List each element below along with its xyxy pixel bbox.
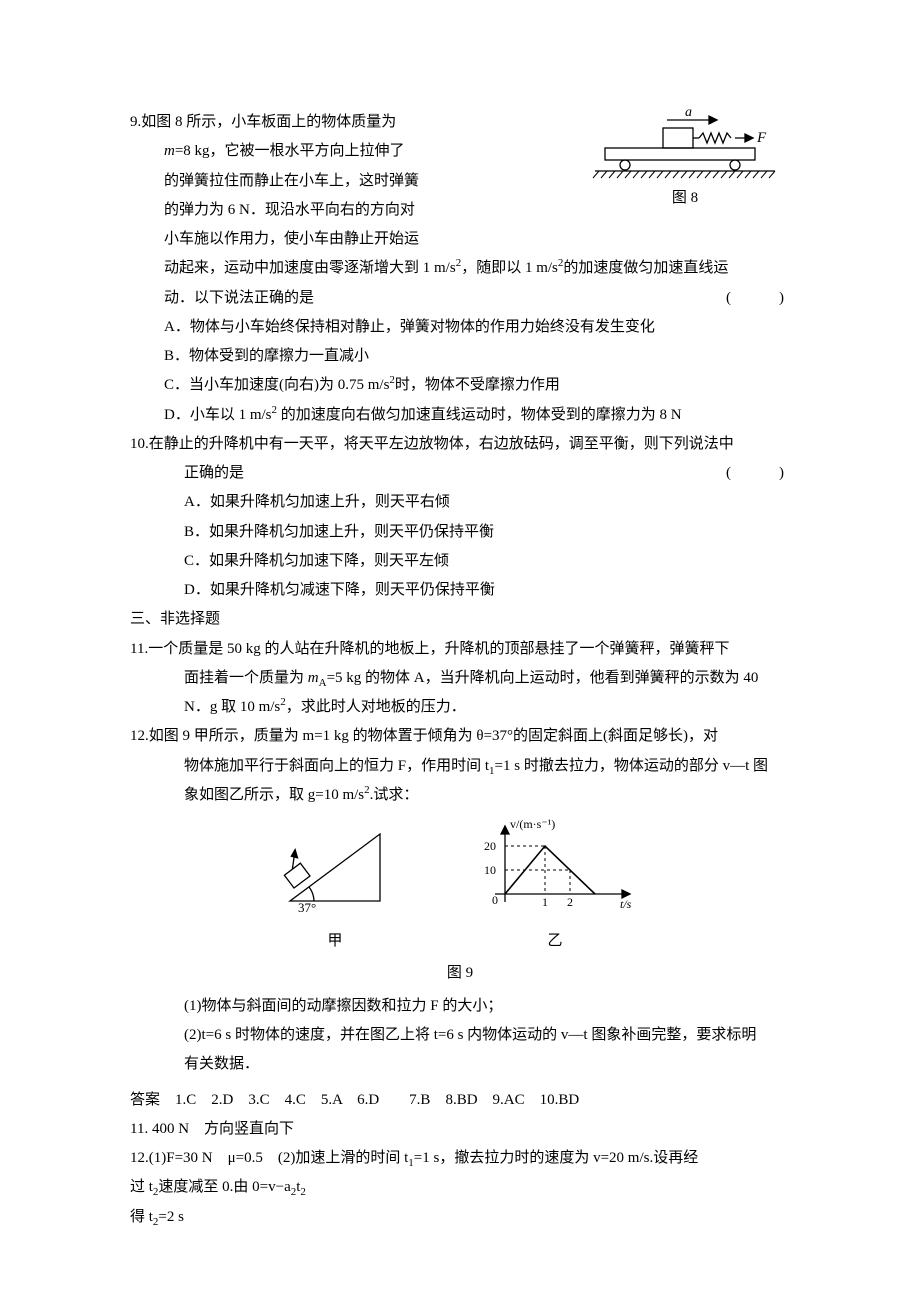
question-11: 11. 一个质量是 50 kg 的人站在升降机的地板上，升降机的顶部悬挂了一个弹… [130, 635, 790, 723]
q11-l2: 面挂着一个质量为 mA=5 kg 的物体 A，当升降机向上运动时，他看到弹簧秤的… [130, 664, 790, 693]
answers-line5: 得 t2=2 s [130, 1203, 790, 1232]
figure-8-svg: a F [585, 108, 785, 180]
ytick-10: 10 [484, 863, 496, 877]
ans-3b: =1 s，撤去拉力时的速度为 v=20 m/s.设再经 [414, 1150, 698, 1166]
q9-cb: 时，物体不受摩擦力作用 [395, 377, 560, 393]
figure-8-caption: 图 8 [580, 184, 790, 213]
q10-number: 10. [130, 430, 149, 459]
figure-9-caption: 图 9 [130, 959, 790, 988]
q12-l3: 象如图乙所示，取 g=10 m/s2.试求： [130, 781, 790, 810]
ans-3a: 12.(1)F=30 N μ=0.5 (2)加速上滑的时间 t [130, 1150, 408, 1166]
q9-ca: C．当小车加速度(向右)为 0.75 m/s [164, 377, 389, 393]
q9-number: 9. [130, 108, 141, 137]
q9-opt-c: C．当小车加速度(向右)为 0.75 m/s2时，物体不受摩擦力作用 [130, 371, 790, 400]
q9-paren: ( ) [726, 284, 790, 313]
q10-paren: ( ) [726, 459, 790, 488]
q12-line1: 12. 如图 9 甲所示，质量为 m=1 kg 的物体置于倾角为 θ=37°的固… [130, 722, 790, 751]
xtick-2: 2 [567, 895, 573, 909]
answers-line4: 过 t2速度减至 0.由 0=v−a2t2 [130, 1173, 790, 1202]
q11-mAsub: A [319, 677, 327, 689]
q11-l3: N．g 取 10 m/s2，求此时人对地板的压力． [130, 693, 790, 722]
fig9-sub-left: 甲 [270, 927, 400, 956]
answers-block: 答案 1.C 2.D 3.C 4.C 5.A 6.D 7.B 8.BD 9.AC… [130, 1086, 790, 1232]
ytick-20: 20 [484, 839, 496, 853]
q10-opt-d: D．如果升降机匀减速下降，则天平仍保持平衡 [130, 576, 790, 605]
q11-number: 11. [130, 635, 148, 664]
angle-label: 37° [298, 900, 316, 915]
figure-9-left-svg: 37° [270, 816, 400, 916]
q10-opt-c: C．如果升降机匀加速下降，则天平左倾 [130, 547, 790, 576]
q11-l3b: ，求此时人对地板的压力． [286, 699, 466, 715]
q10-line1: 10. 在静止的升降机中有一天平，将天平左边放物体，右边放砝码，调至平衡，则下列… [130, 430, 790, 459]
q10-stem-2: 正确的是 ( ) [130, 459, 790, 488]
fig9-sub-right: 乙 [460, 927, 650, 956]
q9-s6a: 动起来，运动中加速度由零逐渐增大到 1 m/s [164, 260, 456, 276]
q9-da: D．小车以 1 m/s [164, 407, 272, 423]
q9-opt-d: D．小车以 1 m/s2 的加速度向右做匀加速直线运动时，物体受到的摩擦力为 8… [130, 401, 790, 430]
q9-stem-6: 动起来，运动中加速度由零逐渐增大到 1 m/s2，随即以 1 m/s2的加速度做… [130, 254, 790, 283]
q9-s6b: ，随即以 1 m/s [461, 260, 558, 276]
question-10: 10. 在静止的升降机中有一天平，将天平左边放物体，右边放砝码，调至平衡，则下列… [130, 430, 790, 606]
q12-l3b: .试求： [370, 787, 419, 803]
figure-9: 37° 甲 [130, 816, 790, 988]
q10-s2: 正确的是 [184, 465, 244, 481]
q9-db: 的加速度向右做匀加速直线运动时，物体受到的摩擦力为 8 N [277, 407, 682, 423]
ans-4a: 过 t [130, 1179, 153, 1195]
q12-l2b: =1 s 时撤去拉力，物体运动的部分 v—t 图 [495, 758, 768, 774]
q10-opt-b: B．如果升降机匀加速上升，则天平仍保持平衡 [130, 518, 790, 547]
q11-l3a: N．g 取 10 m/s [184, 699, 280, 715]
xlabel: t/s [620, 897, 632, 911]
q11-line1: 11. 一个质量是 50 kg 的人站在升降机的地板上，升降机的顶部悬挂了一个弹… [130, 635, 790, 664]
answers-line3: 12.(1)F=30 N μ=0.5 (2)加速上滑的时间 t1=1 s，撤去拉… [130, 1144, 790, 1173]
ytick-0: 0 [492, 893, 498, 907]
q11-l1: 一个质量是 50 kg 的人站在升降机的地板上，升降机的顶部悬挂了一个弹簧秤，弹… [148, 635, 790, 664]
ans-5b: =2 s [158, 1209, 184, 1225]
label-a: a [685, 108, 692, 120]
q12-p2b: 有关数据． [130, 1050, 790, 1079]
q12-l2: 物体施加平行于斜面向上的恒力 F，作用时间 t1=1 s 时撤去拉力，物体运动的… [130, 752, 790, 781]
q10-opt-a: A．如果升降机匀加速上升，则天平右倾 [130, 488, 790, 517]
question-9: a F [130, 108, 790, 430]
answers-line1: 答案 1.C 2.D 3.C 4.C 5.A 6.D 7.B 8.BD 9.AC… [130, 1086, 790, 1115]
figure-9-right-svg: v/(m·s⁻¹) 20 10 0 1 2 t/s [460, 816, 650, 916]
xtick-1: 1 [542, 895, 548, 909]
q12-l3a: 象如图乙所示，取 g=10 m/s [184, 787, 364, 803]
q11-mA: m [308, 670, 319, 686]
figure-8: a F [580, 108, 790, 213]
q9-s7: 动．以下说法正确的是 [164, 290, 314, 306]
label-F: F [756, 130, 767, 146]
q11-l2a: 面挂着一个质量为 [184, 670, 308, 686]
q12-p2: (2)t=6 s 时物体的速度，并在图乙上将 t=6 s 内物体运动的 v—t … [130, 1021, 790, 1050]
q9-stem-5: 小车施以作用力，使小车由静止开始运 [130, 225, 790, 254]
ylabel: v/(m·s⁻¹) [510, 817, 555, 831]
figure-9-right: v/(m·s⁻¹) 20 10 0 1 2 t/s 乙 [460, 816, 650, 957]
q12-l1: 如图 9 甲所示，质量为 m=1 kg 的物体置于倾角为 θ=37°的固定斜面上… [149, 722, 790, 751]
q12-l2a: 物体施加平行于斜面向上的恒力 F，作用时间 t [184, 758, 489, 774]
q9-stem-7: 动．以下说法正确的是 ( ) [130, 284, 790, 313]
q9-opt-b: B．物体受到的摩擦力一直减小 [130, 342, 790, 371]
section-3-heading: 三、非选择题 [130, 605, 790, 634]
q9-s6c: 的加速度做匀加速直线运 [563, 260, 728, 276]
question-12: 12. 如图 9 甲所示，质量为 m=1 kg 的物体置于倾角为 θ=37°的固… [130, 722, 790, 1079]
q10-stem-1: 在静止的升降机中有一天平，将天平左边放物体，右边放砝码，调至平衡，则下列说法中 [149, 430, 790, 459]
q11-l2b: =5 kg 的物体 A，当升降机向上运动时，他看到弹簧秤的示数为 40 [327, 670, 759, 686]
q12-p1: (1)物体与斜面间的动摩擦因数和拉力 F 的大小； [130, 992, 790, 1021]
figure-9-left: 37° 甲 [270, 816, 400, 957]
page: a F [0, 0, 920, 1302]
q12-number: 12. [130, 722, 149, 751]
answers-line2: 11. 400 N 方向竖直向下 [130, 1115, 790, 1144]
ans-5a: 得 t [130, 1209, 153, 1225]
ans-4b: 速度减至 0.由 0=v−a [158, 1179, 290, 1195]
q9-opt-a: A．物体与小车始终保持相对静止，弹簧对物体的作用力始终没有发生变化 [130, 313, 790, 342]
